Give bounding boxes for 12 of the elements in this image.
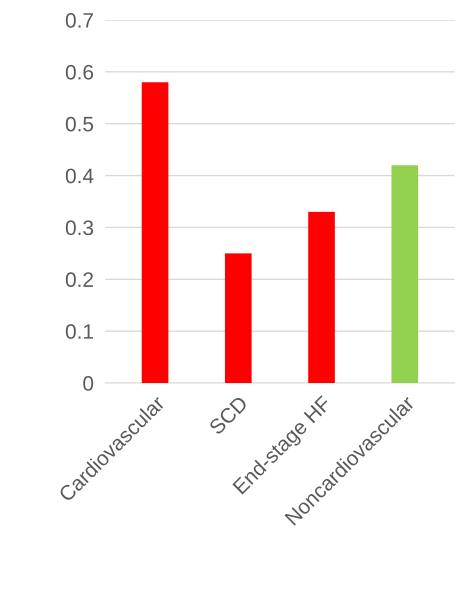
bar	[308, 212, 335, 383]
y-tick-label: 0.3	[66, 220, 94, 236]
bar	[391, 165, 418, 383]
y-tick-label: 0.2	[66, 272, 93, 288]
y-tick-label: 0	[83, 376, 94, 391]
y-tick-label: 0.6	[66, 64, 94, 80]
y-tick-label: 0.4	[66, 168, 94, 184]
bar	[142, 82, 168, 383]
y-tick-label: 0.5	[66, 116, 94, 132]
bar	[224, 253, 252, 383]
y-tick-label: 0.1	[66, 324, 93, 339]
y-tick-label: 0.7	[66, 13, 93, 28]
